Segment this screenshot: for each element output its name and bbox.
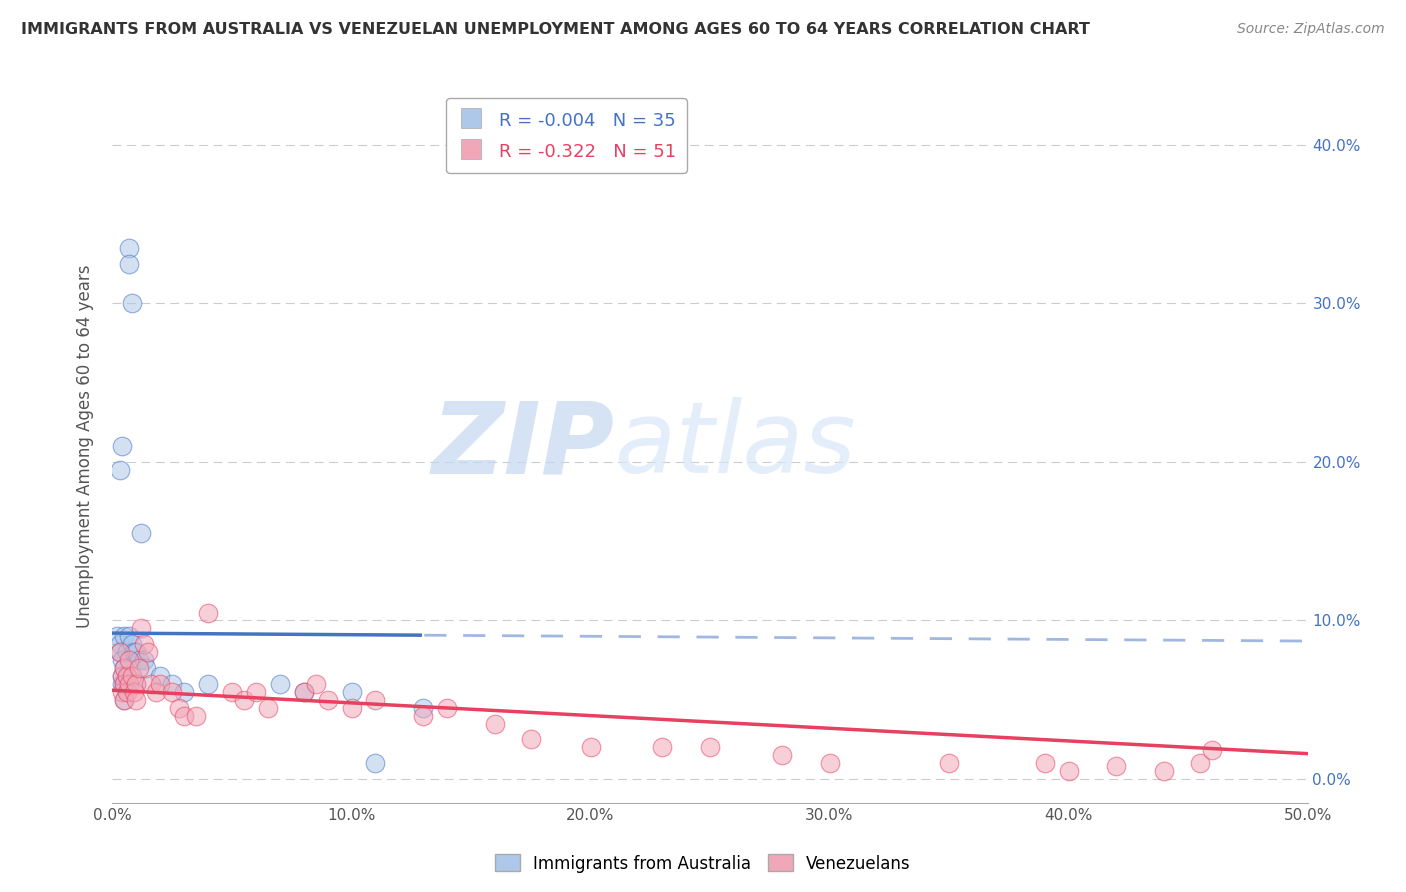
- Point: [108, 637, 131, 651]
- Point: [162, 677, 183, 691]
- Point: [118, 677, 141, 691]
- Point: [149, 669, 172, 683]
- Point: [245, 685, 267, 699]
- Point: [108, 645, 131, 659]
- Point: [818, 756, 841, 771]
- Point: [111, 685, 134, 699]
- Point: [135, 661, 157, 675]
- Legend: R = -0.004   N = 35, R = -0.322   N = 51: R = -0.004 N = 35, R = -0.322 N = 51: [447, 98, 686, 173]
- Point: [364, 756, 387, 771]
- Point: [162, 685, 183, 699]
- Point: [121, 637, 143, 651]
- Point: [129, 621, 152, 635]
- Point: [111, 439, 134, 453]
- Point: [128, 653, 150, 667]
- Point: [340, 685, 363, 699]
- Point: [699, 740, 721, 755]
- Point: [121, 296, 143, 310]
- Point: [1153, 764, 1175, 778]
- Text: IMMIGRANTS FROM AUSTRALIA VS VENEZUELAN UNEMPLOYMENT AMONG AGES 60 TO 64 YEARS C: IMMIGRANTS FROM AUSTRALIA VS VENEZUELAN …: [21, 22, 1090, 37]
- Point: [1105, 759, 1128, 773]
- Point: [125, 677, 148, 691]
- Point: [364, 692, 387, 706]
- Point: [173, 685, 195, 699]
- Point: [121, 669, 143, 683]
- Point: [1033, 756, 1056, 771]
- Point: [129, 526, 152, 541]
- Point: [114, 677, 135, 691]
- Point: [111, 669, 134, 683]
- Point: [520, 732, 543, 747]
- Text: ZIP: ZIP: [432, 398, 614, 494]
- Point: [484, 716, 506, 731]
- Point: [105, 629, 128, 643]
- Point: [111, 653, 134, 667]
- Point: [108, 645, 131, 659]
- Point: [1057, 764, 1080, 778]
- Point: [115, 645, 138, 659]
- Point: [412, 708, 434, 723]
- Point: [132, 637, 155, 651]
- Point: [436, 700, 458, 714]
- Point: [292, 685, 315, 699]
- Point: [128, 661, 150, 675]
- Point: [114, 629, 135, 643]
- Point: [221, 685, 243, 699]
- Point: [145, 685, 167, 699]
- Point: [115, 669, 138, 683]
- Point: [149, 677, 172, 691]
- Point: [111, 669, 134, 683]
- Point: [197, 606, 219, 620]
- Point: [651, 740, 673, 755]
- Point: [114, 677, 135, 691]
- Point: [1201, 743, 1223, 757]
- Point: [114, 661, 135, 675]
- Text: Source: ZipAtlas.com: Source: ZipAtlas.com: [1237, 22, 1385, 37]
- Point: [257, 700, 280, 714]
- Point: [114, 692, 135, 706]
- Point: [132, 653, 155, 667]
- Point: [169, 700, 191, 714]
- Point: [186, 708, 208, 723]
- Point: [770, 748, 793, 763]
- Point: [316, 692, 339, 706]
- Point: [122, 685, 145, 699]
- Point: [118, 241, 141, 255]
- Point: [118, 629, 141, 643]
- Legend: Immigrants from Australia, Venezuelans: Immigrants from Australia, Venezuelans: [488, 847, 918, 880]
- Point: [233, 692, 256, 706]
- Point: [1189, 756, 1212, 771]
- Point: [108, 463, 131, 477]
- Text: atlas: atlas: [614, 398, 856, 494]
- Point: [125, 645, 148, 659]
- Point: [115, 685, 138, 699]
- Point: [118, 257, 141, 271]
- Point: [938, 756, 960, 771]
- Point: [340, 700, 363, 714]
- Point: [305, 677, 328, 691]
- Point: [579, 740, 602, 755]
- Point: [412, 700, 434, 714]
- Point: [292, 685, 315, 699]
- Point: [114, 692, 135, 706]
- Point: [197, 677, 219, 691]
- Point: [111, 677, 134, 691]
- Point: [114, 661, 135, 675]
- Point: [139, 677, 162, 691]
- Y-axis label: Unemployment Among Ages 60 to 64 years: Unemployment Among Ages 60 to 64 years: [76, 264, 94, 628]
- Point: [118, 653, 141, 667]
- Point: [115, 669, 138, 683]
- Point: [125, 677, 148, 691]
- Point: [122, 645, 145, 659]
- Point: [125, 692, 148, 706]
- Point: [138, 645, 160, 659]
- Point: [173, 708, 195, 723]
- Point: [269, 677, 291, 691]
